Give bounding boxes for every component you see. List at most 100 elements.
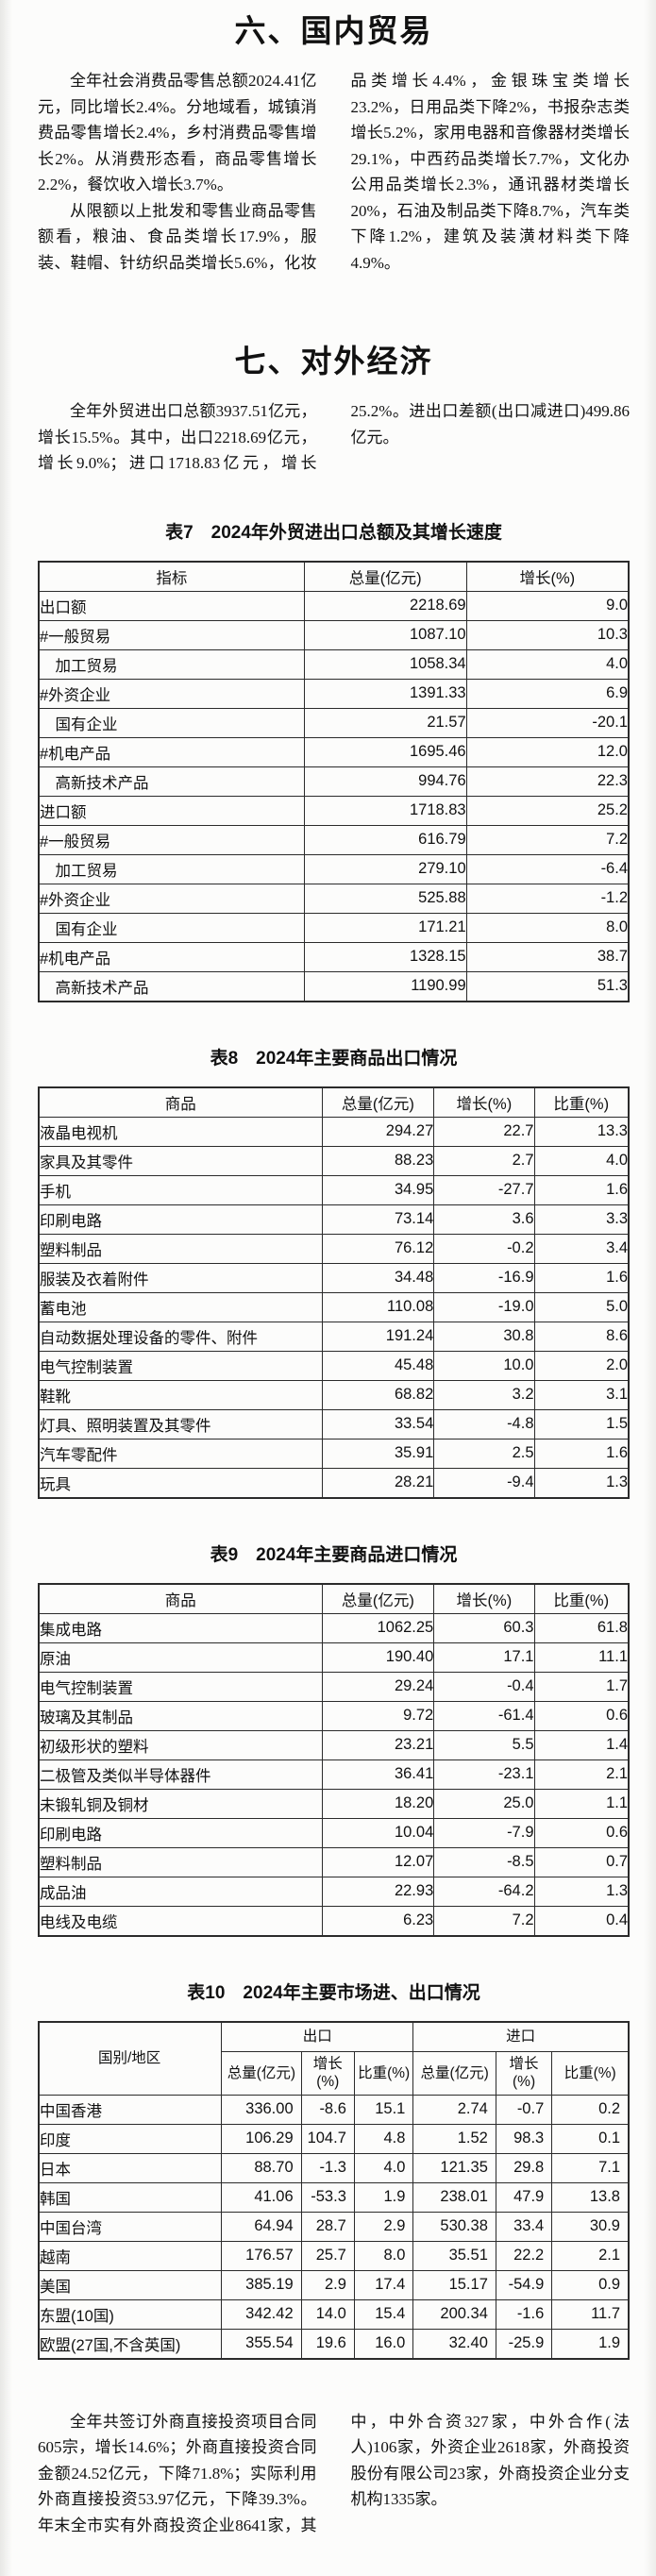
row-value: 98.3 [495, 2123, 553, 2154]
row-value: 22.2 [495, 2240, 553, 2271]
column-header: 总量(亿元) [221, 2050, 302, 2096]
row-value: 0.1 [551, 2123, 630, 2154]
row-label: #外资企业 [38, 678, 305, 709]
column-header: 总量(亿元) [321, 1086, 435, 1118]
row-value: 25.7 [300, 2240, 355, 2271]
table-row: 集成电路 1062.25 60.3 61.8 [38, 1612, 630, 1643]
table-row: 高新技术产品 1190.99 51.3 [38, 970, 630, 1002]
row-value: 1.7 [533, 1671, 630, 1702]
row-value: 294.27 [321, 1116, 435, 1147]
row-value: 4.0 [465, 648, 630, 680]
table-row: #外资企业 525.88 -1.2 [38, 883, 630, 914]
column-header: 比重(%) [533, 1583, 630, 1614]
row-value: 1718.83 [303, 795, 467, 826]
row-label: 电气控制装置 [38, 1350, 323, 1381]
row-value: -23.1 [433, 1759, 535, 1790]
table-row: 国有企业 21.57 -20.1 [38, 707, 630, 738]
row-label: 鞋靴 [38, 1379, 323, 1410]
table9-title: 表9 2024年主要商品进口情况 [210, 1544, 458, 1565]
row-label: 服装及衣着附件 [38, 1262, 323, 1293]
foreign-economy-intro: 全年外贸进出口总额3937.51亿元，增长15.5%。其中，出口2218.69亿… [38, 398, 630, 477]
row-label: #机电产品 [38, 941, 305, 972]
row-value: 171.21 [303, 912, 467, 943]
row-value: 11.7 [551, 2298, 630, 2330]
row-value: -53.3 [300, 2181, 355, 2213]
table-row: 出口额 2218.69 9.0 [38, 590, 630, 621]
row-value: 2.5 [433, 1438, 535, 1469]
table-row: 电气控制装置 29.24 -0.4 1.7 [38, 1671, 630, 1702]
column-header: 增长(%) [300, 2050, 355, 2096]
domestic-trade-text: 全年社会消费品零售总额2024.41亿元，同比增长2.4%。分地域看，城镇消费品… [38, 68, 630, 276]
table-row: 美国 385.19 2.9 17.4 15.17 -54.9 0.9 [38, 2269, 630, 2300]
row-label: 印刷电路 [38, 1817, 323, 1848]
row-label: 玩具 [38, 1467, 323, 1499]
row-label: 手机 [38, 1174, 323, 1205]
table-row: 越南 176.57 25.7 8.0 35.51 22.2 2.1 [38, 2240, 630, 2271]
row-value: -25.9 [495, 2328, 553, 2360]
table-row: 印刷电路 73.14 3.6 3.3 [38, 1204, 630, 1235]
row-value: 3.4 [533, 1233, 630, 1264]
row-value: 29.8 [495, 2152, 553, 2183]
row-value: 14.0 [300, 2298, 355, 2330]
row-value: 21.57 [303, 707, 467, 738]
row-value: 22.93 [321, 1876, 435, 1907]
row-value: 3.1 [533, 1379, 630, 1410]
row-label: #一般贸易 [38, 824, 305, 855]
row-value: 238.01 [412, 2181, 496, 2213]
table-row: #机电产品 1328.15 38.7 [38, 941, 630, 972]
row-label: 塑料制品 [38, 1846, 323, 1877]
row-label: #一般贸易 [38, 619, 305, 650]
row-value: 2.74 [412, 2094, 496, 2125]
table-row: 加工贸易 1058.34 4.0 [38, 648, 630, 680]
section-title-domestic-trade: 六、国内贸易 [234, 15, 433, 49]
row-value: 176.57 [221, 2240, 302, 2271]
row-value: 29.24 [321, 1671, 435, 1702]
row-value: -1.3 [300, 2152, 355, 2183]
row-value: 7.2 [465, 824, 630, 855]
table-row: 灯具、照明装置及其零件 33.54 -4.8 1.5 [38, 1408, 630, 1440]
row-label: 玻璃及其制品 [38, 1700, 323, 1731]
row-value: 530.38 [412, 2211, 496, 2242]
section-title-foreign-economy: 七、对外经济 [234, 345, 433, 380]
row-value: 88.23 [321, 1145, 435, 1176]
row-value: 45.48 [321, 1350, 435, 1381]
row-value: -1.2 [465, 883, 630, 914]
table-row: 电线及电缆 6.23 7.2 0.4 [38, 1905, 630, 1937]
row-value: 1.5 [533, 1408, 630, 1440]
table-header-row: 商品 总量(亿元) 增长(%) 比重(%) [38, 1086, 630, 1118]
row-value: 525.88 [303, 883, 467, 914]
row-value: 994.76 [303, 766, 467, 797]
table-row: 中国香港 336.00 -8.6 15.1 2.74 -0.7 0.2 [38, 2094, 630, 2125]
row-label: 进口额 [38, 795, 305, 826]
row-value: 6.9 [465, 678, 630, 709]
table-row: #外资企业 1391.33 6.9 [38, 678, 630, 709]
row-value: 1.3 [533, 1876, 630, 1907]
row-value: 73.14 [321, 1204, 435, 1235]
row-value: 30.8 [433, 1321, 535, 1352]
table-header-row: 国别/地区 出口 进口 [38, 2021, 630, 2096]
row-value: 0.6 [533, 1817, 630, 1848]
row-value: 1391.33 [303, 678, 467, 709]
row-value: 1087.10 [303, 619, 467, 650]
row-value: 616.79 [303, 824, 467, 855]
row-value: 8.6 [533, 1321, 630, 1352]
row-value: 15.4 [353, 2298, 414, 2330]
table-row: #机电产品 1695.46 12.0 [38, 736, 630, 767]
row-label: 加工贸易 [38, 853, 305, 884]
row-label: 越南 [38, 2240, 223, 2271]
row-value: -9.4 [433, 1467, 535, 1499]
row-label: 高新技术产品 [38, 766, 305, 797]
column-header: 总量(亿元) [412, 2050, 496, 2096]
row-value: 30.9 [551, 2211, 630, 2242]
table-row: 国有企业 171.21 8.0 [38, 912, 630, 943]
table-row: 印刷电路 10.04 -7.9 0.6 [38, 1817, 630, 1848]
table-row: 印度 106.29 104.7 4.8 1.52 98.3 0.1 [38, 2123, 630, 2154]
table-row: 二极管及类似半导体器件 36.41 -23.1 2.1 [38, 1759, 630, 1790]
row-value: 1.4 [533, 1729, 630, 1760]
column-header: 总量(亿元) [321, 1583, 435, 1614]
row-value: 1.9 [551, 2328, 630, 2360]
row-value: -0.7 [495, 2094, 553, 2125]
row-value: 13.3 [533, 1116, 630, 1147]
table-row: 家具及其零件 88.23 2.7 4.0 [38, 1145, 630, 1176]
paragraph: 全年共签订外商直接投资项目合同605宗，增长14.6%；外商直接投资合同金额24… [38, 2412, 630, 2534]
